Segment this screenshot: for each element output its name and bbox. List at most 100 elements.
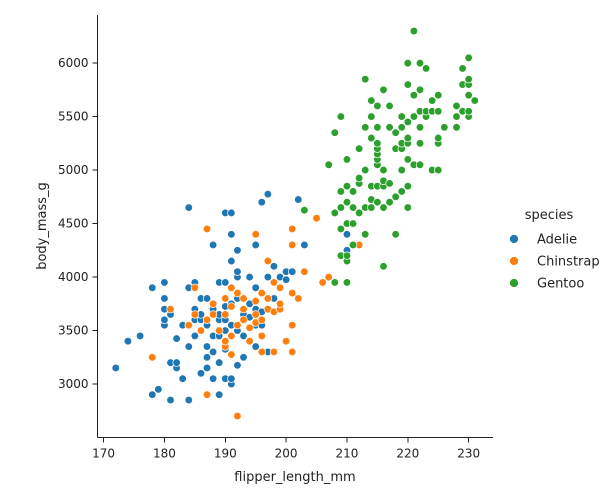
point-gentoo	[428, 96, 437, 105]
point-gentoo	[367, 96, 376, 105]
point-gentoo	[464, 107, 473, 116]
point-chinstrap	[245, 323, 254, 333]
point-gentoo	[434, 107, 443, 116]
point-gentoo	[385, 179, 394, 188]
point-chinstrap	[215, 326, 224, 335]
point-gentoo	[379, 85, 388, 95]
point-adelie	[239, 331, 248, 341]
point-chinstrap	[148, 353, 157, 362]
point-gentoo	[373, 139, 382, 148]
point-gentoo	[330, 278, 339, 287]
point-gentoo	[379, 203, 388, 212]
y-tick-label: 5000	[58, 163, 89, 177]
point-adelie	[281, 275, 291, 284]
point-gentoo	[348, 203, 358, 212]
point-adelie	[227, 208, 236, 218]
point-adelie	[342, 230, 352, 239]
point-chinstrap	[208, 310, 218, 319]
point-gentoo	[415, 123, 425, 132]
point-gentoo	[367, 203, 376, 212]
point-adelie	[184, 395, 193, 405]
point-gentoo	[342, 251, 352, 260]
point-chinstrap	[312, 214, 321, 223]
point-adelie	[233, 267, 242, 276]
point-gentoo	[403, 203, 412, 212]
point-adelie	[215, 358, 224, 367]
point-gentoo	[415, 58, 425, 68]
point-adelie	[227, 256, 236, 266]
point-adelie	[196, 369, 206, 378]
point-gentoo	[403, 80, 412, 89]
point-adelie	[294, 195, 303, 204]
point-chinstrap	[190, 283, 200, 292]
point-adelie	[269, 262, 279, 271]
y-tick-label: 3000	[58, 377, 89, 391]
point-gentoo	[385, 198, 394, 207]
y-axis-ticks: 3000 3500 4000 4500 5000 5500 6000	[58, 56, 98, 391]
point-gentoo	[379, 262, 388, 271]
point-adelie	[178, 374, 187, 383]
point-gentoo	[336, 224, 346, 234]
point-gentoo	[342, 181, 352, 191]
point-gentoo	[403, 58, 412, 68]
point-gentoo	[458, 64, 467, 73]
point-gentoo	[403, 155, 412, 164]
point-chinstrap	[288, 288, 297, 298]
point-gentoo	[403, 117, 412, 127]
point-gentoo	[415, 85, 425, 95]
point-chinstrap	[269, 278, 279, 287]
point-chinstrap	[239, 305, 248, 314]
point-gentoo	[336, 203, 346, 212]
data-points	[111, 26, 479, 421]
x-tick-label: 170	[92, 447, 115, 461]
point-chinstrap	[239, 315, 248, 324]
y-tick-label: 5500	[58, 110, 89, 124]
point-chinstrap	[263, 256, 273, 266]
x-tick-label: 220	[396, 447, 419, 461]
point-chinstrap	[227, 283, 236, 292]
point-chinstrap	[251, 296, 260, 306]
point-gentoo	[373, 198, 382, 207]
point-chinstrap	[190, 310, 200, 319]
point-adelie	[148, 283, 157, 292]
point-adelie	[135, 331, 145, 341]
point-chinstrap	[227, 302, 236, 311]
point-chinstrap	[288, 240, 297, 250]
point-adelie	[215, 390, 224, 399]
point-gentoo	[373, 101, 382, 111]
point-gentoo	[415, 160, 425, 169]
point-chinstrap	[257, 315, 266, 324]
point-adelie	[233, 361, 242, 370]
point-gentoo	[336, 112, 346, 121]
x-axis-label: flipper_length_mm	[234, 470, 355, 485]
legend-marker-gentoo	[509, 278, 519, 288]
point-gentoo	[379, 165, 388, 175]
point-adelie	[172, 358, 181, 367]
point-gentoo	[385, 123, 394, 132]
y-tick-label: 3500	[58, 324, 89, 338]
point-chinstrap	[166, 305, 175, 314]
point-gentoo	[348, 219, 358, 228]
point-chinstrap	[227, 350, 236, 359]
point-chinstrap	[202, 390, 212, 399]
point-gentoo	[330, 208, 339, 218]
point-gentoo	[440, 123, 449, 132]
point-gentoo	[354, 144, 364, 153]
legend: species Adelie Chinstrap Gentoo	[509, 208, 600, 292]
point-gentoo	[409, 112, 419, 121]
legend-label-gentoo: Gentoo	[537, 277, 584, 292]
point-gentoo	[330, 128, 339, 137]
point-adelie	[251, 240, 260, 250]
point-gentoo	[415, 139, 425, 148]
point-chinstrap	[263, 294, 273, 303]
point-adelie	[208, 374, 218, 383]
point-adelie	[123, 337, 133, 346]
point-gentoo	[470, 96, 479, 105]
point-adelie	[263, 272, 273, 282]
point-gentoo	[464, 91, 473, 100]
point-chinstrap	[281, 337, 291, 346]
point-chinstrap	[257, 347, 266, 357]
point-chinstrap	[221, 294, 230, 303]
point-gentoo	[464, 75, 473, 84]
point-gentoo	[391, 128, 400, 137]
